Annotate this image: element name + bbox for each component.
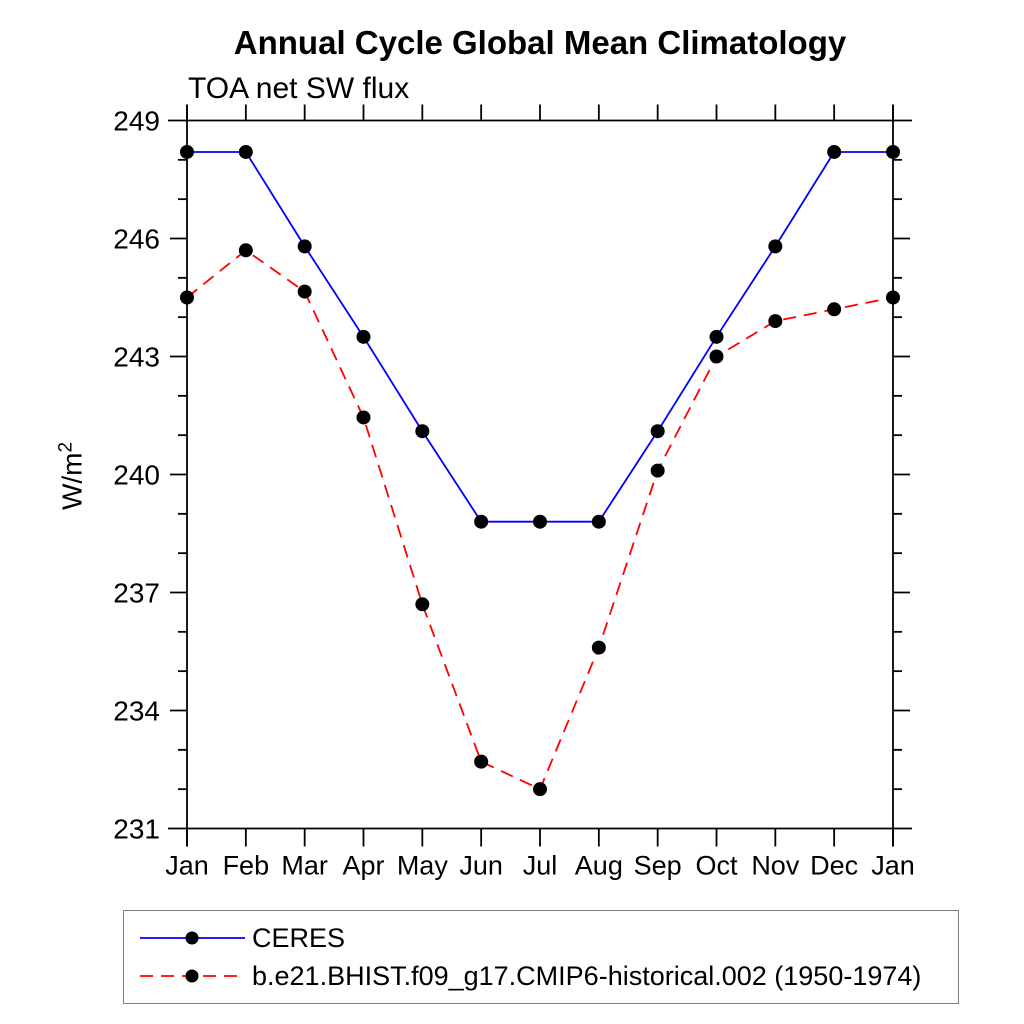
series-1-marker: [356, 410, 371, 425]
x-tick-label: Jan: [871, 851, 915, 881]
x-tick-label: Jan: [165, 851, 209, 881]
x-tick-label: Oct: [695, 851, 738, 881]
series-1-marker: [238, 243, 253, 258]
x-tick-label: May: [397, 851, 449, 881]
x-tick-label: Apr: [342, 851, 384, 881]
x-tick-label: Feb: [223, 851, 270, 881]
y-tick-label: 240: [113, 460, 160, 491]
legend-item-model: b.e21.BHIST.f09_g17.CMIP6-historical.002…: [140, 961, 958, 992]
series-0-marker: [533, 514, 547, 529]
model-line-sample-icon: [140, 969, 245, 983]
series-0-marker: [768, 239, 783, 254]
x-tick-label: Aug: [575, 851, 623, 881]
chart-title: Annual Cycle Global Mean Climatology: [233, 24, 847, 61]
legend-sample-marker: [185, 969, 199, 983]
x-tick-label: Sep: [634, 851, 682, 881]
series-0-marker: [827, 144, 842, 159]
series-0-marker: [356, 329, 371, 344]
y-tick-label: 231: [113, 814, 160, 845]
series-0-marker: [709, 329, 724, 344]
series-0-marker: [415, 424, 430, 439]
series-1-marker: [591, 640, 606, 655]
series-1-marker: [533, 782, 547, 797]
series-1-marker: [650, 463, 665, 478]
x-tick-label: Jul: [523, 851, 558, 881]
series-0-marker: [297, 239, 312, 254]
series-1-marker: [297, 284, 312, 299]
x-tick-label: Jun: [459, 851, 503, 881]
series-0-line: [187, 151, 893, 523]
series-1-marker: [768, 314, 783, 329]
y-tick-label: 249: [113, 106, 160, 137]
legend: CERES b.e21.BHIST.f09_g17.CMIP6-historic…: [123, 910, 959, 1004]
y-tick-label: 234: [113, 696, 160, 727]
series-0-marker: [180, 144, 194, 159]
x-tick-label: Mar: [281, 851, 328, 881]
y-tick-label: 246: [113, 224, 160, 255]
series-1-marker: [827, 302, 842, 317]
series-1-marker: [415, 597, 430, 612]
ceres-line-sample-icon: [140, 931, 245, 945]
x-tick-label: Dec: [810, 851, 858, 881]
legend-sample-marker: [185, 931, 199, 945]
series-0-marker: [474, 514, 489, 529]
legend-item-ceres: CERES: [140, 923, 958, 954]
series-0-marker: [886, 144, 900, 159]
series-0-marker: [591, 514, 606, 529]
series-1-marker: [886, 290, 900, 305]
series-0-marker: [650, 424, 665, 439]
series-1-marker: [180, 290, 194, 305]
chart-subtitle: TOA net SW flux: [188, 72, 410, 105]
y-tick-label: 237: [113, 578, 160, 609]
x-tick-label: Nov: [751, 851, 800, 881]
y-tick-label: 243: [113, 342, 160, 373]
legend-label-ceres: CERES: [252, 922, 346, 953]
series-0-marker: [238, 144, 253, 159]
series-1-marker: [474, 754, 489, 769]
series-1-marker: [709, 349, 724, 364]
legend-label-model: b.e21.BHIST.f09_g17.CMIP6-historical.002…: [252, 960, 922, 991]
